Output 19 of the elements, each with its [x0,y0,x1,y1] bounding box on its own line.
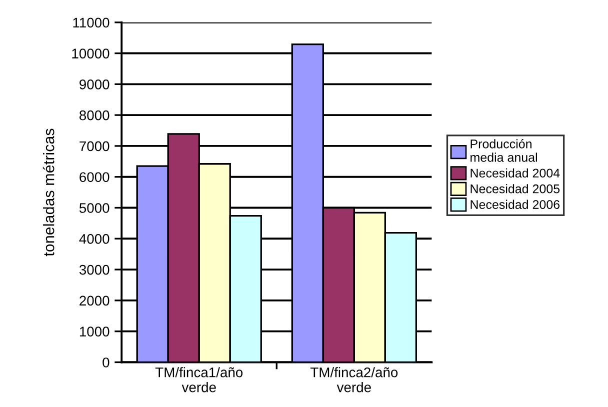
y-tick-label: 5000 [79,203,110,213]
x-tick-label: TM/finca2/año verde [310,367,398,392]
legend-label: Necesidad 2006 [470,200,560,209]
y-tick-label: 4000 [79,234,110,244]
legend-label: Producción media anual [470,139,537,162]
y-tick-label: 8000 [80,110,110,120]
y-tick-label: 0 [102,358,110,368]
y-tick-label: 7000 [80,141,110,152]
y-tick-label: 3000 [79,264,110,275]
legend-label: Necesidad 2004 [470,168,560,178]
y-tick-label: 2000 [80,296,110,306]
y-tick-label: 6000 [80,172,110,182]
legend-label: Necesidad 2005 [470,184,560,194]
x-tick-label: TM/finca1/año verde [155,367,243,392]
y-tick-label: 1000 [80,326,110,337]
y-tick-label: 9000 [80,80,110,90]
y-axis-title: toneladas métricas [42,128,54,256]
y-tick-label: 11000 [73,18,110,28]
y-tick-label: 10000 [72,48,110,58]
